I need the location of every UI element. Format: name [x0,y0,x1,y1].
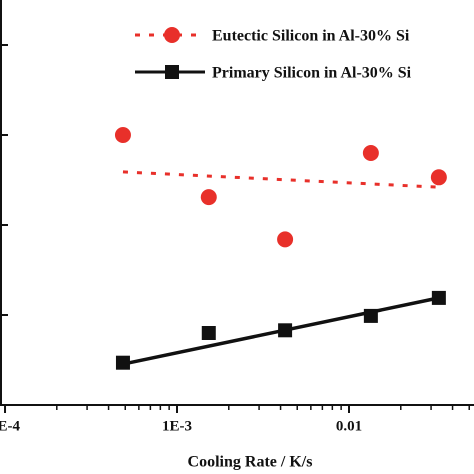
legend-label: Primary Silicon in Al-30% Si [212,65,412,82]
data-point [115,355,130,370]
data-point [200,189,217,206]
legend-label: Eutectic Silicon in Al-30% Si [212,28,410,45]
data-point [363,308,378,323]
fit-line [116,296,440,368]
data-point [431,290,446,305]
data-point [362,145,379,161]
data-point [277,231,294,248]
x-tick-label: 1E-3 [162,418,192,434]
data-point [430,169,447,186]
legend-marker [165,65,179,79]
data-point [278,323,293,338]
data-point [201,326,216,340]
x-tick-label: 0.01 [336,418,362,434]
legend-marker [164,27,180,43]
x-tick-label: 1E-4 [0,418,21,434]
data-point [114,127,131,143]
x-axis-label: Cooling Rate / K/s [188,454,313,471]
fit-line [122,170,439,189]
